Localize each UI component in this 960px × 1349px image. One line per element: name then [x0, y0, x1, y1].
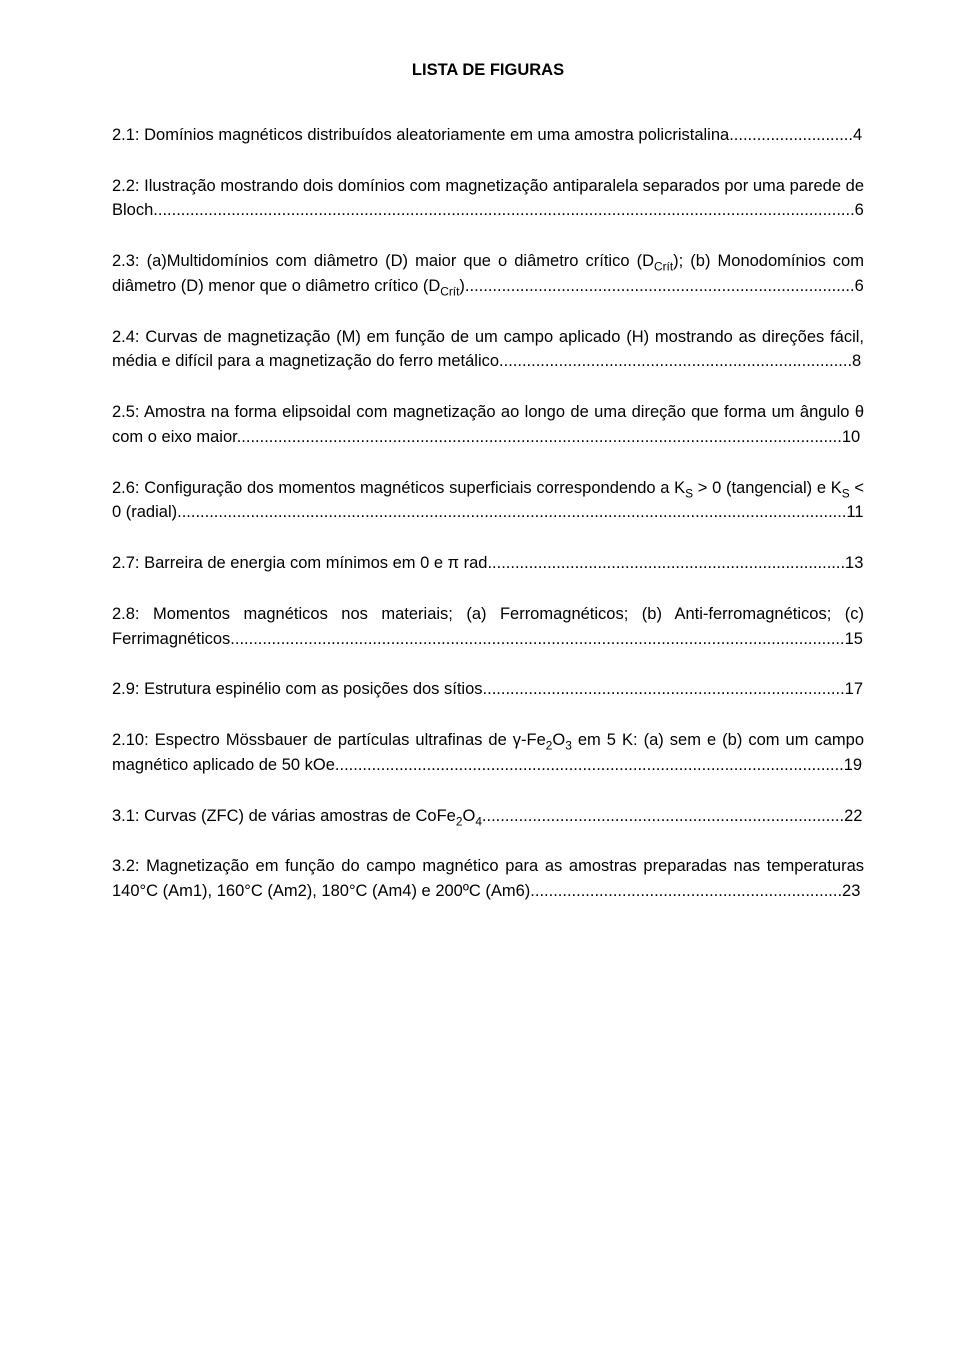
- figure-entry-text: 3.1: Curvas (ZFC) de várias amostras de …: [112, 807, 482, 825]
- figure-entry: 2.9: Estrutura espinélio com as posições…: [112, 677, 864, 702]
- figure-entry: 2.4: Curvas de magnetização (M) em funçã…: [112, 325, 864, 375]
- figure-entry-leader: ........................................…: [487, 554, 863, 572]
- figure-entry-leader: ........................................…: [530, 882, 860, 900]
- figure-entry-leader: ........................................…: [230, 630, 863, 648]
- figure-entry: 2.7: Barreira de energia com mínimos em …: [112, 551, 864, 576]
- figure-entry-leader: ........................................…: [177, 503, 863, 521]
- figure-entry: 3.2: Magnetização em função do campo mag…: [112, 854, 864, 904]
- figure-entry-text: 2.7: Barreira de energia com mínimos em …: [112, 554, 487, 572]
- figure-entry: 2.1: Domínios magnéticos distribuídos al…: [112, 123, 864, 148]
- figure-entry-leader: ........................................…: [465, 277, 864, 295]
- document-page: LISTA DE FIGURAS 2.1: Domínios magnético…: [0, 0, 960, 1349]
- figure-entry: 2.8: Momentos magnéticos nos materiais; …: [112, 602, 864, 652]
- figure-entry-leader: ........................................…: [499, 352, 861, 370]
- figure-entry: 2.5: Amostra na forma elipsoidal com mag…: [112, 400, 864, 450]
- figure-entry-leader: ........................................…: [482, 807, 863, 825]
- figure-entry: 2.6: Configuração dos momentos magnético…: [112, 476, 864, 526]
- figure-entry: 3.1: Curvas (ZFC) de várias amostras de …: [112, 804, 864, 829]
- figure-entry: 2.3: (a)Multidomínios com diâmetro (D) m…: [112, 249, 864, 299]
- figure-entry-leader: ........................................…: [483, 680, 864, 698]
- figure-entry-leader: ........................................…: [237, 428, 860, 446]
- figure-entry: 2.10: Espectro Mössbauer de partículas u…: [112, 728, 864, 778]
- figure-entry-leader: ...........................4: [729, 126, 862, 144]
- figure-entry-leader: ........................................…: [153, 201, 864, 219]
- figure-entry: 2.2: Ilustração mostrando dois domínios …: [112, 174, 864, 224]
- figure-entry-text: 2.1: Domínios magnéticos distribuídos al…: [112, 126, 729, 144]
- figure-list: 2.1: Domínios magnéticos distribuídos al…: [112, 123, 864, 904]
- figure-entry-leader: ........................................…: [335, 756, 862, 774]
- page-title: LISTA DE FIGURAS: [112, 58, 864, 83]
- figure-entry-text: 2.9: Estrutura espinélio com as posições…: [112, 680, 483, 698]
